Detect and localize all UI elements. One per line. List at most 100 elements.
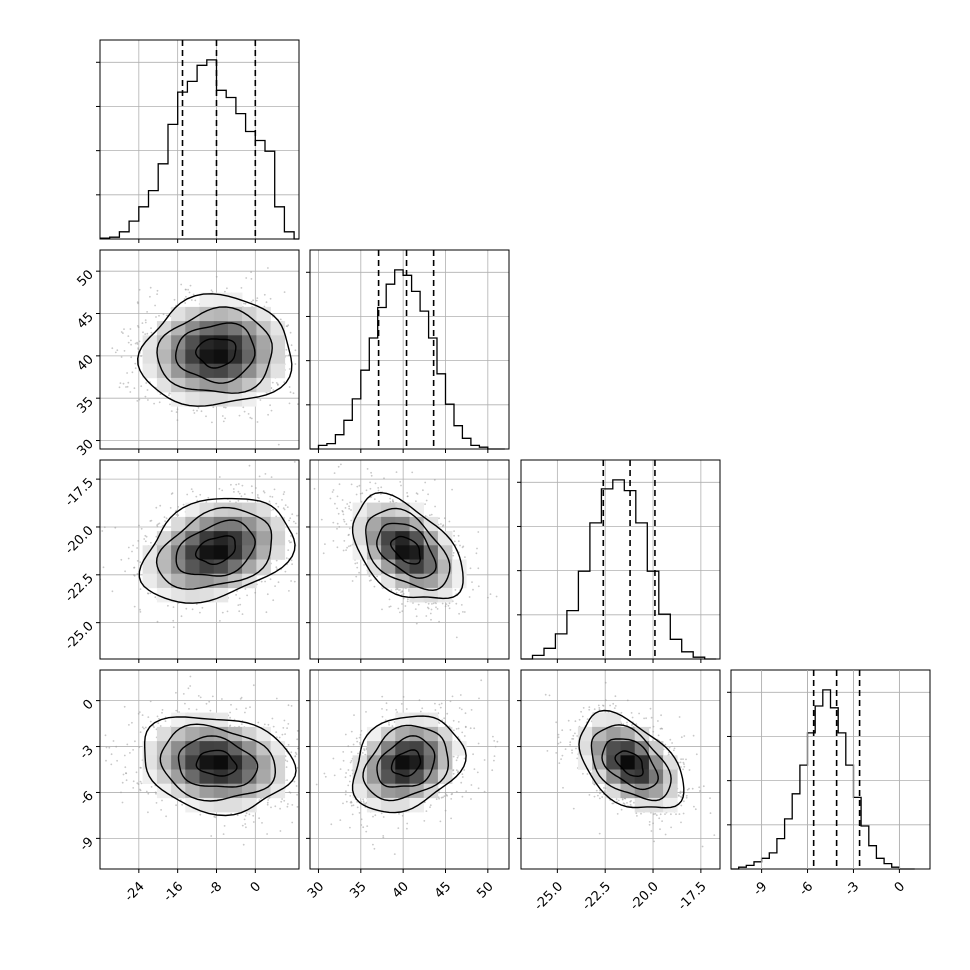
scatter-point [246,499,249,502]
scatter-point [115,745,118,748]
scatter-point [267,799,269,801]
scatter-point [210,835,213,837]
density-cell [409,559,424,574]
scatter-point [269,297,272,300]
scatter-point [241,484,244,487]
scatter-point [462,611,464,613]
density-cell [256,349,271,364]
scatter-point [302,344,304,346]
scatter-point [221,698,223,700]
x-tick-label: -6 [797,879,817,899]
scatter-point [237,483,240,485]
scatter-point [477,531,480,533]
scatter-point [197,246,199,248]
scatter-point [222,420,225,423]
scatter-panel-0-3: -24 -16 -8 0-9-6-30 [77,669,306,905]
density-cell [171,377,186,393]
scatter-point [370,471,372,474]
scatter-point [147,592,149,595]
scatter-point [168,394,170,397]
scatter-point [287,549,290,551]
scatter-point [464,556,466,558]
scatter-point [475,552,478,555]
density-cell [199,573,214,589]
contour-line [376,522,437,579]
scatter-point [199,696,202,699]
scatter-point [144,333,147,335]
scatter-point [255,487,257,489]
scatter-point [292,392,295,395]
scatter-point [169,403,171,406]
scatter-point [101,530,104,532]
scatter-point [150,331,153,334]
scatter-point [400,484,402,487]
y-tick-label: -25.0 [62,619,96,653]
density-cell [227,559,243,574]
density-layer [100,461,299,629]
scatter-point [401,603,403,605]
density-cell [423,573,439,589]
density-cell [199,306,214,322]
histogram-panel-frame [730,669,931,870]
scatter-point [277,443,280,446]
density-cell [171,363,186,379]
scatter-point [218,487,221,490]
scatter-point [468,596,471,598]
scatter-point [190,488,193,490]
scatter-point [94,298,96,300]
y-tick-label: -3 [77,743,97,763]
scatter-point [332,540,335,542]
scatter-point [336,507,338,510]
density-cell [366,516,382,532]
scatter-point [258,817,260,820]
density-cell [256,545,271,560]
scatter-point [192,409,195,412]
scatter-point [191,608,194,611]
scatter-point [344,507,347,509]
scatter-point [105,759,107,762]
scatter-point [427,602,430,605]
scatter-point [136,343,139,345]
scatter-point [129,391,132,393]
scatter-point [271,496,274,498]
density-cell [213,306,229,322]
scatter-point [127,335,130,337]
scatter-point [453,540,456,543]
density-cell [142,559,158,574]
density-cell [171,392,186,407]
density-cell [366,502,382,518]
scatter-point [244,814,247,817]
scatter-point [453,534,455,537]
contour-line [194,338,237,369]
scatter-point [350,509,352,511]
scatter-point [304,712,306,714]
scatter-point [125,386,127,388]
scatter-point [415,500,417,503]
scatter-point [275,515,278,518]
scatter-point [378,500,380,503]
scatter-point [136,325,139,327]
density-cell [409,545,424,560]
scatter-point [163,516,166,518]
scatter-point [226,610,229,613]
scatter-point [285,557,288,559]
histogram-step [100,59,299,240]
scatter-point [288,590,290,592]
scatter-point [185,288,187,291]
density-cell [213,363,229,379]
scatter-point [299,347,301,349]
histogram-step [310,269,505,450]
scatter-point [334,502,336,505]
scatter-point [411,471,414,474]
scatter-point [242,406,245,409]
scatter-point [469,567,472,570]
scatter-point [139,561,142,563]
scatter-point [249,706,251,708]
scatter-point [293,580,296,583]
scatter-point [340,463,342,466]
scatter-point [221,611,224,614]
contour-line [155,506,273,590]
scatter-point [136,547,139,549]
scatter-point [254,591,257,594]
scatter-point [149,286,152,289]
